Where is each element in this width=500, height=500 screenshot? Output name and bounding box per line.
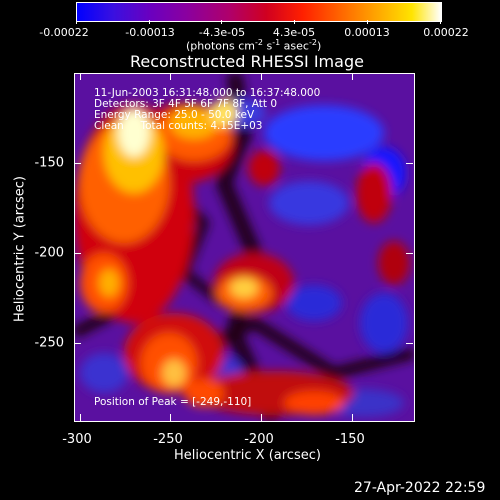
colorbar-tick-label: 0.00013	[344, 26, 390, 39]
colorbar-tick-label: 4.3e-05	[272, 26, 316, 39]
rhessi-image-svg	[74, 73, 414, 421]
colorbar	[76, 2, 442, 22]
y-axis-label: Heliocentric Y (arcsec)	[12, 176, 28, 322]
colorbar-unit-label: (photons cm-2 s-1 asec-2)	[186, 38, 322, 53]
colorbar-tick-label: -0.00022	[39, 26, 89, 39]
x-axis-label: Heliocentric X (arcsec)	[174, 448, 321, 463]
annotation-detectors: Detectors: 3F 4F 5F 6F 7F 8F, Att 0	[94, 98, 278, 110]
colorbar-tick-label: 0.00022	[423, 26, 469, 39]
y-tick-label: -200	[34, 245, 64, 261]
image-frame	[74, 73, 415, 422]
colorbar-ticks	[76, 20, 441, 24]
x-tick-label: -250	[153, 432, 183, 447]
timestamp: 27-Apr-2022 22:59	[354, 480, 486, 496]
colorbar-tick-label: -4.3e-05	[198, 26, 246, 39]
y-tick-label: -150	[34, 155, 64, 171]
annotation-peak: Position of Peak = [-249,-110]	[94, 396, 252, 408]
x-tick-label: -150	[335, 432, 365, 447]
annotation-energy: Energy Range: 25.0 - 50.0 keV	[94, 109, 255, 121]
annotation-counts: Clean Total counts: 4.15E+03	[94, 120, 263, 132]
x-tick-label: -200	[244, 432, 274, 447]
rhessi-image	[74, 73, 414, 421]
y-tick-label: -250	[34, 335, 64, 351]
x-tick-label: -300	[62, 432, 92, 447]
colorbar-tick-label: -0.00013	[125, 26, 175, 39]
plot-title: Reconstructed RHESSI Image	[130, 52, 364, 71]
annotation-time-range: 11-Jun-2003 16:31:48.000 to 16:37:48.000	[94, 87, 321, 99]
